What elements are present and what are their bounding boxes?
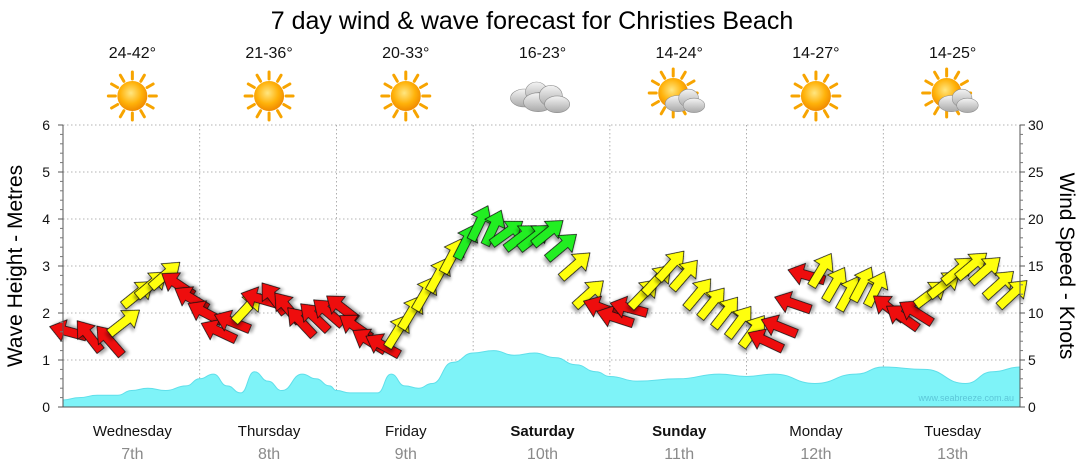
left-tick-label: 1 xyxy=(42,352,50,368)
wind-arrow xyxy=(747,328,785,354)
day-name-label: Wednesday xyxy=(93,423,172,440)
chart-title: 7 day wind & wave forecast for Christies… xyxy=(271,7,793,35)
wind-arrow xyxy=(530,220,564,249)
day-name-label: Tuesday xyxy=(924,423,981,440)
right-axis-ticks: 0 5 10 15 20 25 30 xyxy=(1020,117,1044,415)
sun-icon xyxy=(106,70,158,122)
wind-arrow xyxy=(668,259,698,293)
right-tick-label: 5 xyxy=(1028,352,1036,368)
wave-height-series xyxy=(62,350,1021,408)
left-tick-label: 0 xyxy=(42,399,50,415)
right-tick-label: 20 xyxy=(1028,211,1044,227)
wind-arrow xyxy=(76,320,105,355)
day-date-label: 11th xyxy=(664,446,694,463)
wind-arrow xyxy=(967,257,1001,287)
wind-arrow xyxy=(543,233,578,263)
wind-arrow xyxy=(213,309,252,334)
right-tick-label: 0 xyxy=(1028,399,1036,415)
day-name-label: Thursday xyxy=(238,423,301,440)
right-tick-label: 10 xyxy=(1028,305,1044,321)
right-tick-label: 30 xyxy=(1028,117,1044,133)
right-axis-title: Wind Speed - Knots xyxy=(1055,173,1078,360)
partly-cloudy-icon xyxy=(647,67,706,119)
right-tick-label: 15 xyxy=(1028,258,1044,274)
sun-icon xyxy=(243,70,295,122)
wind-arrow xyxy=(480,209,506,248)
temperature-label: 14-25° xyxy=(929,45,976,62)
day-name-label: Saturday xyxy=(510,423,575,440)
wave-height-area xyxy=(62,350,1021,408)
temperature-labels: 24-42° 21-36° 20-33° 16-23° 14-24° 14-27° 14-2… xyxy=(109,45,977,62)
left-tick-label: 5 xyxy=(42,164,50,180)
left-tick-label: 2 xyxy=(42,305,50,321)
wind-arrow xyxy=(365,333,402,360)
wind-arrow xyxy=(609,295,649,319)
wind-arrow xyxy=(557,252,591,282)
sun-icon xyxy=(380,70,432,122)
wind-arrow xyxy=(995,280,1028,311)
left-tick-label: 4 xyxy=(42,211,50,227)
wind-speed-series xyxy=(49,205,1028,360)
day-name-label: Friday xyxy=(385,423,427,440)
wind-arrow xyxy=(696,287,725,321)
temperature-label: 14-24° xyxy=(656,45,703,62)
day-date-label: 13th xyxy=(937,446,968,463)
day-name-label: Monday xyxy=(789,423,843,440)
wind-arrow xyxy=(682,278,712,312)
right-tick-label: 25 xyxy=(1028,164,1044,180)
weather-icons xyxy=(106,67,979,122)
day-date-label: 9th xyxy=(395,446,417,463)
temperature-label: 20-33° xyxy=(382,45,429,62)
watermark: www.seabreeze.com.au xyxy=(917,393,1014,403)
wind-arrow xyxy=(654,250,685,283)
wind-arrow xyxy=(760,314,799,339)
wind-arrow xyxy=(981,270,1015,301)
wind-arrow xyxy=(862,271,889,309)
wind-arrow xyxy=(710,296,738,331)
cloud-icon xyxy=(510,81,571,114)
left-axis-ticks: 0 1 2 3 4 5 6 xyxy=(42,117,63,415)
left-axis-title: Wave Height - Metres xyxy=(4,165,27,367)
day-labels: Wednesday 7th Thursday 8th Friday 9th Saturday… xyxy=(93,423,982,463)
wind-arrow xyxy=(106,309,140,338)
temperature-label: 24-42° xyxy=(109,45,156,62)
temperature-label: 16-23° xyxy=(519,45,566,62)
left-tick-label: 3 xyxy=(42,258,50,274)
day-date-label: 8th xyxy=(258,446,280,463)
partly-cloudy-icon xyxy=(921,67,979,119)
wind-arrow xyxy=(723,305,752,341)
left-tick-label: 6 xyxy=(42,117,50,133)
day-date-label: 12th xyxy=(800,446,831,463)
day-date-label: 10th xyxy=(527,446,558,463)
wind-arrow xyxy=(807,252,834,289)
day-name-label: Sunday xyxy=(652,423,707,440)
wind-arrow xyxy=(774,290,813,315)
sun-icon xyxy=(790,70,842,122)
temperature-label: 21-36° xyxy=(245,45,292,62)
temperature-label: 14-27° xyxy=(792,45,839,62)
grid-lines xyxy=(63,124,1020,407)
day-date-label: 7th xyxy=(121,446,143,463)
